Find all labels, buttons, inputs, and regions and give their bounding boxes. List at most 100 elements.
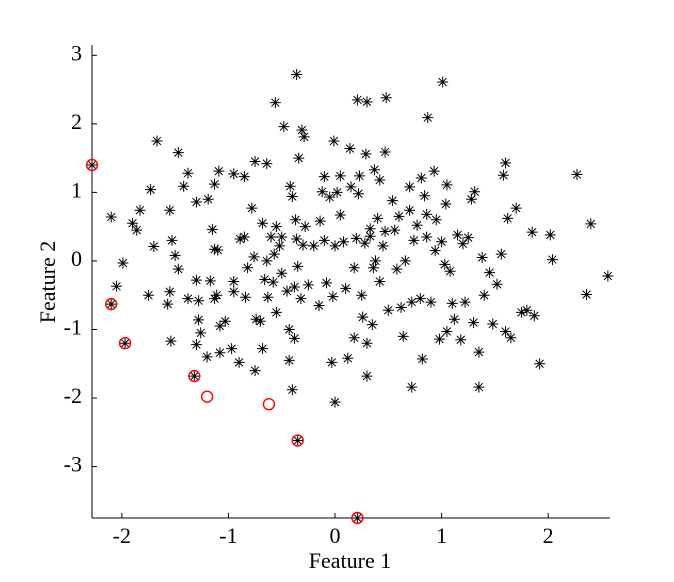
point bbox=[228, 286, 240, 298]
point bbox=[233, 356, 245, 368]
point bbox=[351, 94, 363, 106]
point bbox=[169, 249, 181, 261]
point bbox=[318, 171, 330, 183]
point bbox=[293, 152, 305, 164]
point bbox=[226, 343, 238, 355]
point bbox=[202, 193, 214, 205]
point bbox=[292, 435, 304, 447]
point bbox=[117, 257, 129, 269]
point bbox=[286, 384, 298, 396]
point bbox=[374, 174, 386, 186]
point bbox=[356, 289, 368, 301]
point bbox=[495, 248, 507, 260]
y-tick-label: 1 bbox=[71, 177, 82, 202]
highlight-point bbox=[262, 398, 276, 411]
point bbox=[165, 335, 177, 347]
x-tick-label: 2 bbox=[543, 523, 554, 548]
y-tick-label: 0 bbox=[71, 246, 82, 271]
point bbox=[228, 168, 240, 180]
point bbox=[246, 202, 258, 214]
point bbox=[261, 255, 273, 267]
point bbox=[257, 343, 269, 355]
point bbox=[270, 306, 282, 318]
point bbox=[473, 346, 485, 358]
point bbox=[546, 254, 558, 266]
point bbox=[393, 210, 405, 222]
point bbox=[354, 170, 366, 182]
point bbox=[544, 229, 556, 241]
point bbox=[344, 143, 356, 155]
point bbox=[372, 212, 384, 224]
point bbox=[190, 196, 202, 208]
point bbox=[408, 234, 420, 246]
x-axis-label: Feature 1 bbox=[309, 548, 391, 573]
point bbox=[313, 299, 325, 311]
point bbox=[338, 236, 350, 248]
point bbox=[446, 297, 458, 309]
point bbox=[351, 512, 363, 524]
point bbox=[331, 186, 343, 198]
point bbox=[267, 276, 279, 288]
point bbox=[414, 293, 426, 305]
point bbox=[602, 270, 614, 282]
point bbox=[284, 180, 296, 192]
point bbox=[86, 159, 98, 171]
point bbox=[326, 356, 338, 368]
point bbox=[334, 170, 346, 182]
point bbox=[387, 195, 399, 207]
point bbox=[257, 217, 269, 229]
point bbox=[429, 245, 441, 257]
point bbox=[249, 156, 261, 168]
point bbox=[439, 258, 451, 270]
point bbox=[276, 231, 288, 243]
point bbox=[411, 219, 423, 231]
point bbox=[497, 169, 509, 181]
point bbox=[500, 326, 512, 338]
point bbox=[302, 279, 314, 291]
point bbox=[249, 365, 261, 377]
point bbox=[234, 233, 246, 245]
y-axis-label: Feature 2 bbox=[35, 241, 60, 323]
point bbox=[359, 237, 371, 249]
point bbox=[276, 267, 288, 279]
point bbox=[457, 238, 469, 250]
point bbox=[190, 274, 202, 286]
point bbox=[182, 293, 194, 305]
point bbox=[416, 353, 428, 365]
point bbox=[269, 97, 281, 109]
point bbox=[291, 68, 303, 80]
point bbox=[329, 240, 341, 252]
point bbox=[361, 370, 373, 382]
highlight-point bbox=[291, 434, 304, 447]
point bbox=[360, 148, 372, 160]
point bbox=[195, 327, 207, 339]
point bbox=[289, 281, 301, 293]
point bbox=[459, 296, 471, 308]
point bbox=[469, 186, 481, 198]
point bbox=[281, 285, 293, 297]
point bbox=[452, 229, 464, 241]
point bbox=[238, 171, 250, 183]
y-tick-label: -3 bbox=[64, 452, 82, 477]
point bbox=[298, 131, 310, 143]
y-tick-label: -1 bbox=[64, 315, 82, 340]
point bbox=[204, 275, 216, 287]
x-tick-label: 0 bbox=[330, 523, 341, 548]
point bbox=[119, 337, 131, 349]
point bbox=[404, 204, 416, 216]
point bbox=[380, 92, 392, 104]
point bbox=[164, 286, 176, 298]
highlight-point bbox=[188, 369, 201, 383]
point bbox=[505, 332, 517, 344]
y-tick-label: 3 bbox=[71, 40, 82, 65]
point bbox=[428, 165, 440, 177]
point bbox=[290, 214, 302, 226]
point bbox=[201, 351, 213, 363]
point bbox=[206, 223, 218, 235]
point bbox=[348, 332, 360, 344]
point bbox=[324, 191, 336, 203]
point bbox=[193, 314, 205, 326]
point bbox=[361, 96, 373, 108]
point bbox=[502, 212, 514, 224]
point bbox=[526, 226, 538, 238]
